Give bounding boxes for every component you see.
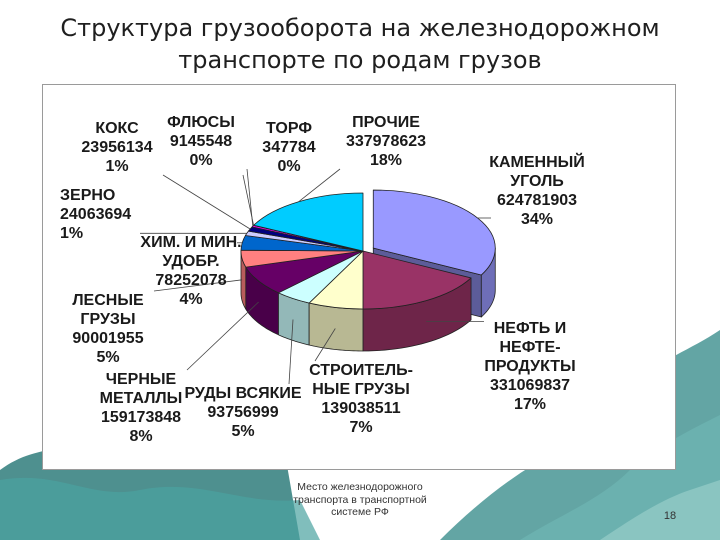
slice-label-line: 5% [231,423,254,440]
slice-label-line: ЧЕРНЫЕ [106,371,177,388]
slice-label-line: 1% [105,158,128,175]
label-layer: КАМЕННЫЙ УГОЛЬ 624781903 34% НЕФТЬ И НЕФТЕ- ПР… [60,114,585,445]
background-wave-decoration [0,477,320,540]
slice-label: ФЛЮСЫ 9145548 0% [167,114,235,169]
slice-label-line: ЗЕРНО [60,187,115,204]
slice-label-line: ГРУЗЫ [80,311,135,328]
slice-label: ЗЕРНО 24063694 1% [60,187,131,242]
slice-label-line: 18% [370,152,402,169]
slice-label-line: ФЛЮСЫ [167,114,235,131]
pie-slice-side [308,302,364,352]
slice-label-line: 347784 [262,139,315,156]
slice-label-line: 5% [96,349,119,366]
slice-label-line: 9145548 [170,133,232,150]
slice-label: РУДЫ ВСЯКИЕ 93756999 5% [184,385,301,440]
slice-label: ХИМ. И МИН. УДОБР. 78252078 4% [140,234,241,308]
slice-label-line: ПРОДУКТЫ [484,358,575,375]
slice-label-line: УДОБР. [162,253,219,270]
slice-label-line: РУДЫ ВСЯКИЕ [184,385,301,402]
slice-label-line: 159173848 [101,409,181,426]
slice-label: КОКС 23956134 1% [81,120,152,175]
slice-label-line: МЕТАЛЛЫ [100,390,183,407]
slice-label-line: ПРОЧИЕ [352,114,420,131]
leader-line [186,301,259,371]
slice-label: ТОРФ 347784 0% [262,120,315,175]
pie-side-layer [240,247,496,352]
slice-label-line: 337978623 [346,133,426,150]
slice-label-line: 24063694 [60,206,131,223]
slice-label-line: КОКС [95,120,139,137]
slice-label: НЕФТЬ И НЕФТЕ- ПРОДУКТЫ 331069837 17% [484,320,575,413]
leader-line [153,279,243,292]
slice-label-line: 8% [129,428,152,445]
slice-label-line: КАМЕННЫЙ [489,152,585,171]
slice-label-line: 17% [514,396,546,413]
slice-label-line: ХИМ. И МИН. [140,234,241,251]
slice-label-line: НЕФТЕ- [499,339,560,356]
footer-note-line: транспорта в транспортной [293,493,427,506]
footer-note-line: Место железнодорожного [297,481,423,493]
slice-label-line: 93756999 [207,404,278,421]
slice-label-line: 23956134 [81,139,152,156]
slide-number: 18 [663,510,677,522]
slice-label: КАМЕННЫЙ УГОЛЬ 624781903 34% [489,152,585,228]
leader-line [242,174,254,226]
pie-slice [362,250,472,310]
slide-title-line: транспорте по родам грузов [178,46,542,74]
slice-label-line: 7% [349,419,372,436]
slice-label-line: 4% [179,291,202,308]
slice-label-line: 139038511 [321,400,400,417]
slice-label-line: 0% [189,152,212,169]
chart-frame: КАМЕННЫЙ УГОЛЬ 624781903 34% НЕФТЬ И НЕФТЕ- ПР… [42,84,676,470]
slice-label-line: ЛЕСНЫЕ [72,292,144,309]
pie-slice [372,189,496,276]
slice-label-line: 624781903 [497,192,577,209]
slice-label-line: 34% [521,211,553,228]
slice-label: ЛЕСНЫЕ ГРУЗЫ 90001955 5% [72,292,144,366]
footer-note-line: системе РФ [331,506,389,518]
slice-label-line: 1% [60,225,83,242]
slice-label-line: 78252078 [155,272,226,289]
slice-label: ЧЕРНЫЕ МЕТАЛЛЫ 159173848 8% [100,371,183,445]
slice-label-line: 90001955 [72,330,143,347]
pie-top-layer [240,189,496,310]
slice-label-line: ТОРФ [266,120,312,137]
slice-label-line: 0% [277,158,300,175]
slide-title: Структура грузооборота на железнодорожно… [20,12,700,76]
slice-label-line: НЫЕ ГРУЗЫ [312,381,410,398]
slice-label: ПРОЧИЕ 337978623 18% [346,114,426,169]
leader-line-layer [140,168,491,385]
pie-slice [253,192,364,252]
leader-line [162,174,251,230]
slice-label-line: УГОЛЬ [510,173,564,190]
footer-note: Место железнодорожного транспорта в тран… [265,481,455,519]
pie-chart: КАМЕННЫЙ УГОЛЬ 624781903 34% НЕФТЬ И НЕФТЕ- ПР… [60,114,585,445]
leader-line [314,328,336,362]
slide-title-line: Структура грузооборота на железнодорожно… [60,14,660,42]
slice-label-line: СТРОИТЕЛЬ- [309,362,413,379]
slice-label: СТРОИТЕЛЬ- НЫЕ ГРУЗЫ 139038511 7% [309,362,413,436]
leader-line [288,319,294,385]
background-wave-decoration [600,480,720,540]
slice-label-line: 331069837 [490,377,570,394]
slice-label-line: НЕФТЬ И [494,320,567,337]
leader-line [298,168,341,203]
